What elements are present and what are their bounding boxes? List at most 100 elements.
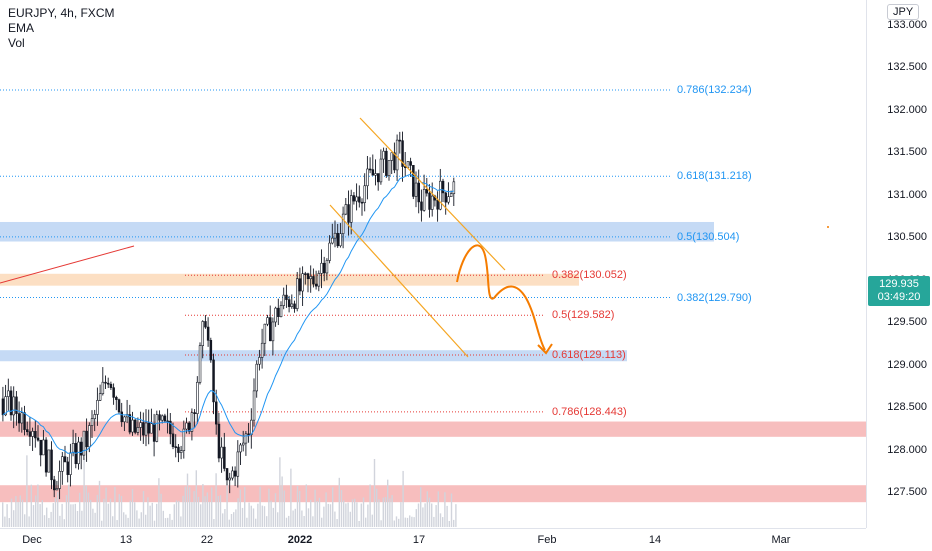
symbol-label[interactable]: EURJPY, 4h, FXCM [8, 6, 115, 20]
volume-bar [101, 520, 103, 527]
chart-legend: EURJPY, 4h, FXCM EMA Vol [8, 6, 114, 51]
volume-bar [373, 459, 376, 527]
chart-area[interactable]: EURJPY, 4h, FXCM EMA Vol 0.786(132.234) 0… [0, 0, 866, 528]
volume-bar [151, 502, 153, 527]
volume-bar [85, 485, 87, 527]
volume-bar [343, 500, 345, 527]
candle [104, 381, 107, 384]
volume-bar [338, 477, 340, 527]
volume-bar [149, 505, 151, 527]
volume-bar [391, 495, 393, 527]
volume-bar [446, 505, 448, 527]
bar-countdown: 03:49:20 [877, 291, 921, 304]
price-axis[interactable]: JPY 133.000 132.500 132.000 131.500 131.000 1… [866, 0, 932, 528]
candle [171, 433, 175, 447]
volume-bar [92, 508, 94, 527]
candle [69, 452, 72, 475]
volume-bar [164, 518, 167, 527]
time-axis[interactable]: Dec 13 22 2022 17 Feb 14 Mar [0, 528, 866, 551]
volume-bar [349, 511, 351, 527]
volume-bar [10, 498, 13, 527]
candle [44, 439, 48, 473]
projection-arrowhead [537, 343, 553, 355]
volume-bar [48, 517, 50, 527]
volume-bar [263, 506, 266, 527]
currency-badge[interactable]: JPY [887, 4, 920, 20]
volume-bar [266, 516, 268, 527]
volume-bar [189, 487, 191, 527]
volume-bar [252, 508, 255, 527]
fib-red-label: 0.618(129.113) [552, 349, 626, 362]
volume-bar [248, 502, 250, 527]
volume-bar [63, 519, 65, 527]
time-tick-label: Dec [22, 534, 42, 546]
candle [147, 422, 151, 434]
candle [309, 276, 312, 280]
candle [155, 414, 159, 442]
candle [88, 425, 91, 448]
fib-red-label: 0.5(129.582) [552, 309, 615, 322]
volume-bar [222, 513, 224, 527]
volume-bar [70, 504, 72, 527]
price-tick-label: 131.000 [887, 188, 927, 201]
candle [109, 383, 113, 388]
volume-bar [167, 517, 169, 527]
candle [47, 449, 51, 473]
candle [368, 168, 372, 171]
volume-bar [114, 486, 116, 527]
volume-bar [285, 517, 288, 527]
volume-bar [52, 503, 54, 527]
candle [50, 449, 53, 481]
volume-bar [15, 496, 17, 527]
candle [7, 390, 10, 397]
price-tick-label: 130.500 [887, 231, 927, 244]
candle [295, 278, 299, 309]
volume-bar [219, 495, 222, 527]
volume-bar [105, 487, 107, 527]
red-zone-lower [0, 485, 866, 503]
candle [325, 260, 329, 274]
volume-bar [50, 511, 52, 527]
volume-bar [424, 503, 426, 527]
volume-bar [79, 492, 81, 527]
volume-bar [378, 499, 380, 527]
volume-bar [398, 518, 400, 527]
price-chart[interactable] [0, 0, 866, 528]
candle [436, 199, 439, 210]
ema-indicator-label[interactable]: EMA [8, 21, 35, 35]
volume-bar [290, 468, 292, 527]
volume-bar [57, 492, 59, 527]
candle [223, 446, 226, 469]
fib-blue-label: 0.382(129.790) [677, 291, 752, 304]
time-tick-label: 2022 [287, 534, 313, 546]
time-tick-label: Mar [771, 534, 791, 546]
candle [287, 299, 291, 307]
volume-bar [301, 510, 303, 527]
candle [4, 396, 7, 416]
candle [247, 433, 250, 436]
candle [231, 470, 234, 479]
price-tick-label: 132.500 [887, 61, 927, 74]
candle [63, 456, 67, 463]
volume-bar [202, 484, 204, 527]
volume-bar [180, 516, 182, 527]
candle [201, 321, 205, 346]
volume-bar [13, 510, 15, 527]
candle [444, 192, 447, 203]
price-tick-label: 129.000 [887, 358, 927, 371]
volume-bar [365, 517, 367, 527]
candle [290, 303, 294, 307]
candle [177, 446, 180, 453]
time-tick-label: 14 [648, 534, 662, 546]
volume-indicator-label[interactable]: Vol [8, 36, 25, 50]
volume-bar [334, 511, 336, 527]
candle [452, 181, 456, 194]
candle [447, 196, 450, 203]
candle [158, 414, 161, 421]
blue-zone-upper [0, 221, 714, 242]
volume-bar [437, 491, 439, 527]
time-tick-label: 17 [412, 534, 426, 546]
volume-bar [19, 495, 21, 527]
candle [61, 456, 64, 472]
volume-bar [433, 516, 435, 527]
